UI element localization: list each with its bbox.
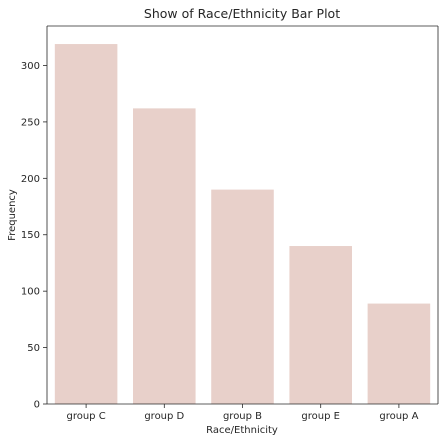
- bars-group: [54, 44, 431, 405]
- x-axis-label: Race/Ethnicity: [206, 425, 278, 436]
- x-tick-label: group E: [301, 411, 340, 422]
- y-axis-label: Frequency: [7, 189, 18, 241]
- y-tick-label: 50: [27, 343, 40, 354]
- chart-title: Show of Race/Ethnicity Bar Plot: [144, 6, 340, 21]
- x-tick-label: group A: [379, 411, 418, 422]
- bar-group-a: [367, 303, 431, 404]
- y-tick-label: 0: [34, 400, 40, 411]
- y-tick-label: 100: [21, 287, 40, 298]
- x-tick-label: group D: [144, 411, 184, 422]
- y-tick-label: 300: [21, 61, 40, 72]
- y-tick-label: 250: [21, 117, 40, 128]
- bar-group-b: [211, 189, 274, 404]
- y-axis-ticks: 0 50 100 150 200 250 300: [21, 61, 47, 411]
- axes-frame: [46, 25, 439, 405]
- x-tick-label: group B: [223, 411, 262, 422]
- bar-group-d: [133, 108, 196, 405]
- bar-group-c: [54, 44, 118, 405]
- y-tick-label: 200: [21, 174, 40, 185]
- y-tick-label: 150: [21, 230, 40, 241]
- x-axis-ticks: group C group D group B group E group A: [66, 404, 419, 422]
- bar-group-e: [289, 246, 352, 404]
- x-tick-label: group C: [66, 411, 105, 422]
